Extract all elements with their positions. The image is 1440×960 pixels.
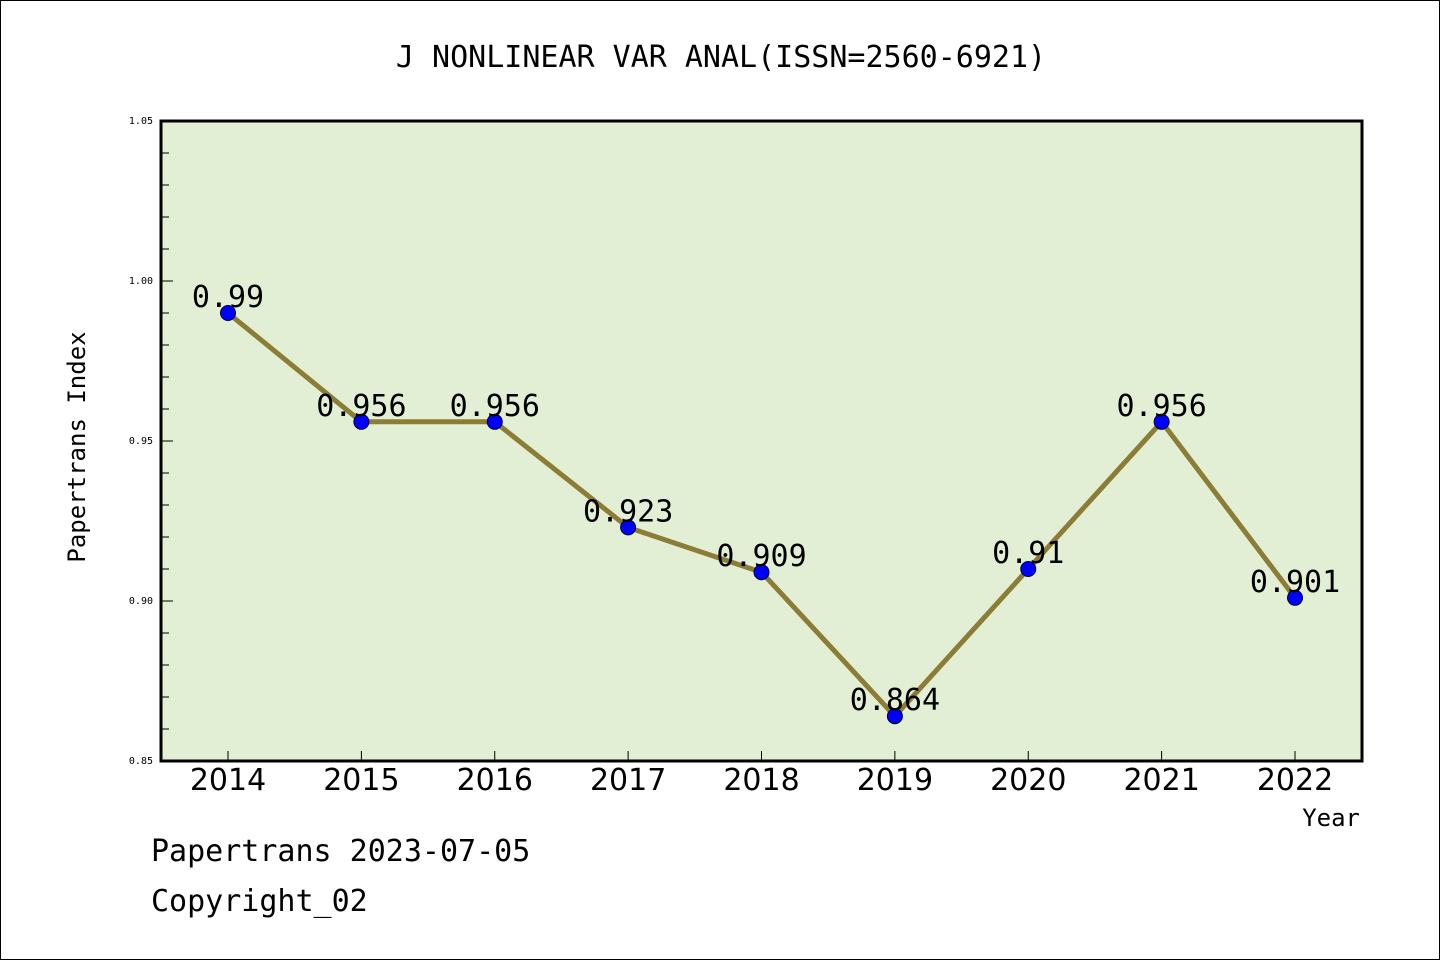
y-tick-label: 0.95	[129, 436, 153, 447]
data-point	[220, 305, 236, 321]
y-tick-label: 1.05	[129, 116, 153, 127]
y-tick-label: 0.90	[129, 596, 153, 607]
x-tick-label: 2014	[190, 763, 266, 798]
y-tick-label: 0.85	[129, 756, 153, 767]
x-tick-label: 2015	[323, 763, 399, 798]
plot-area	[159, 119, 1364, 763]
data-point	[620, 519, 637, 536]
footer-date-line: Papertrans 2023-07-05	[151, 834, 531, 869]
x-tick-label: 2016	[457, 763, 533, 798]
data-label: 0.956	[316, 389, 406, 424]
data-label: 0.91	[992, 536, 1064, 571]
data-point	[1287, 589, 1303, 606]
x-tick-label: 2019	[857, 763, 933, 798]
data-label: 0.923	[583, 494, 673, 529]
data-label: 0.909	[716, 539, 806, 574]
data-point	[1020, 561, 1037, 577]
data-label: 0.864	[850, 683, 940, 718]
x-tick-label: 2021	[1123, 763, 1199, 798]
y-tick-label: 1.00	[129, 276, 153, 287]
x-axis: 2014 2015 2016 2017 2018 2019 2020 2021 2022	[190, 751, 1333, 798]
x-tick-label: 2018	[723, 763, 799, 798]
y-axis: 0.85 0.90 0.95 1.00 1.05	[129, 116, 173, 767]
data-label: 0.901	[1250, 565, 1340, 600]
footer-copyright-line: Copyright_02	[151, 884, 368, 919]
x-tick-label: 2022	[1257, 763, 1333, 798]
data-point	[886, 708, 903, 725]
data-point	[486, 413, 503, 430]
data-label: 0.956	[450, 389, 540, 424]
data-point	[353, 413, 370, 430]
series-layer: 0.99 0.956 0.956 0.923 0.909 0.864 0.91 0.956 0.…	[192, 280, 1340, 725]
data-label: 0.99	[192, 280, 264, 315]
y-axis-title: Papertrans Index	[63, 331, 91, 562]
data-point	[1153, 413, 1170, 430]
x-tick-label: 2020	[990, 763, 1066, 798]
x-tick-label: 2017	[590, 763, 666, 798]
x-axis-title: Year	[1302, 804, 1360, 832]
data-point	[753, 564, 770, 581]
chart-title: J NONLINEAR VAR ANAL(ISSN=2560-6921)	[396, 40, 1046, 75]
data-label: 0.956	[1116, 389, 1206, 424]
